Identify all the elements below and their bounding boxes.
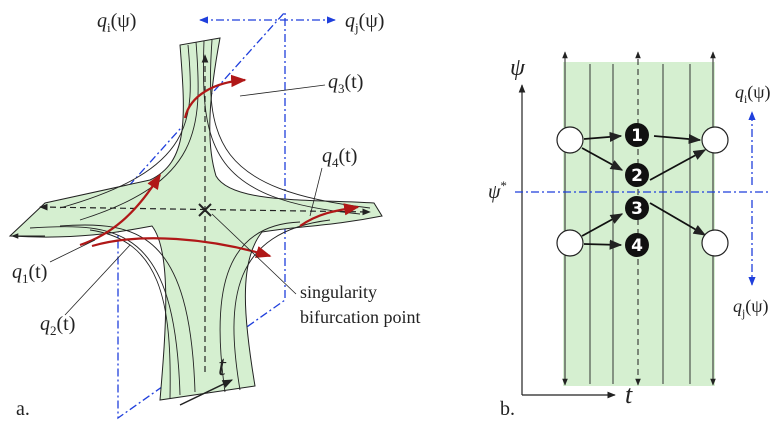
symbol: q [40, 313, 50, 335]
figure: qi(ψ)qj(ψ)q3(t)q4(t)q1(t)q2(t)singularit… [0, 0, 784, 428]
node-number: 2 [631, 166, 643, 186]
label: singularity [300, 282, 377, 302]
math-label: ψ* [488, 178, 507, 203]
symbol: q [12, 261, 22, 283]
argument: (t) [57, 313, 76, 335]
argument: (ψ) [359, 10, 385, 32]
panel-b-drawing [515, 52, 770, 395]
symbol: q [733, 296, 742, 316]
symbol: q [345, 10, 355, 32]
label: b. [500, 398, 515, 420]
label: ψ [510, 55, 526, 81]
math-label: q2(t) [40, 313, 75, 338]
math-label: qi(ψ) [735, 82, 771, 106]
node-number: 1 [631, 126, 643, 146]
symbol: q [322, 145, 332, 167]
argument: (t) [339, 145, 358, 167]
math-label: q4(t) [322, 145, 357, 170]
band [563, 62, 715, 386]
math-label: qi(ψ) [97, 10, 136, 35]
symbol: q [328, 71, 338, 93]
argument: (ψ) [747, 82, 770, 103]
symbol: q [735, 82, 744, 102]
symbol: ψ [488, 181, 501, 203]
symbol: q [97, 10, 107, 32]
node-number: 3 [631, 199, 643, 219]
argument: (ψ) [111, 10, 137, 32]
label: t [625, 380, 633, 409]
math-label: q3(t) [328, 71, 363, 96]
argument: (ψ) [745, 296, 768, 317]
label: a. [16, 398, 30, 420]
superscript: * [500, 178, 507, 193]
math-label: qj(ψ) [345, 10, 384, 35]
argument: (t) [345, 71, 364, 93]
node-number: 4 [631, 236, 643, 256]
argument: (t) [29, 261, 48, 283]
math-label: q1(t) [12, 261, 47, 286]
surface [10, 38, 382, 400]
math-label: qj(ψ) [733, 296, 769, 320]
label: t [218, 351, 227, 382]
label: bifurcation point [300, 307, 420, 327]
panel-a-drawing [10, 12, 382, 418]
